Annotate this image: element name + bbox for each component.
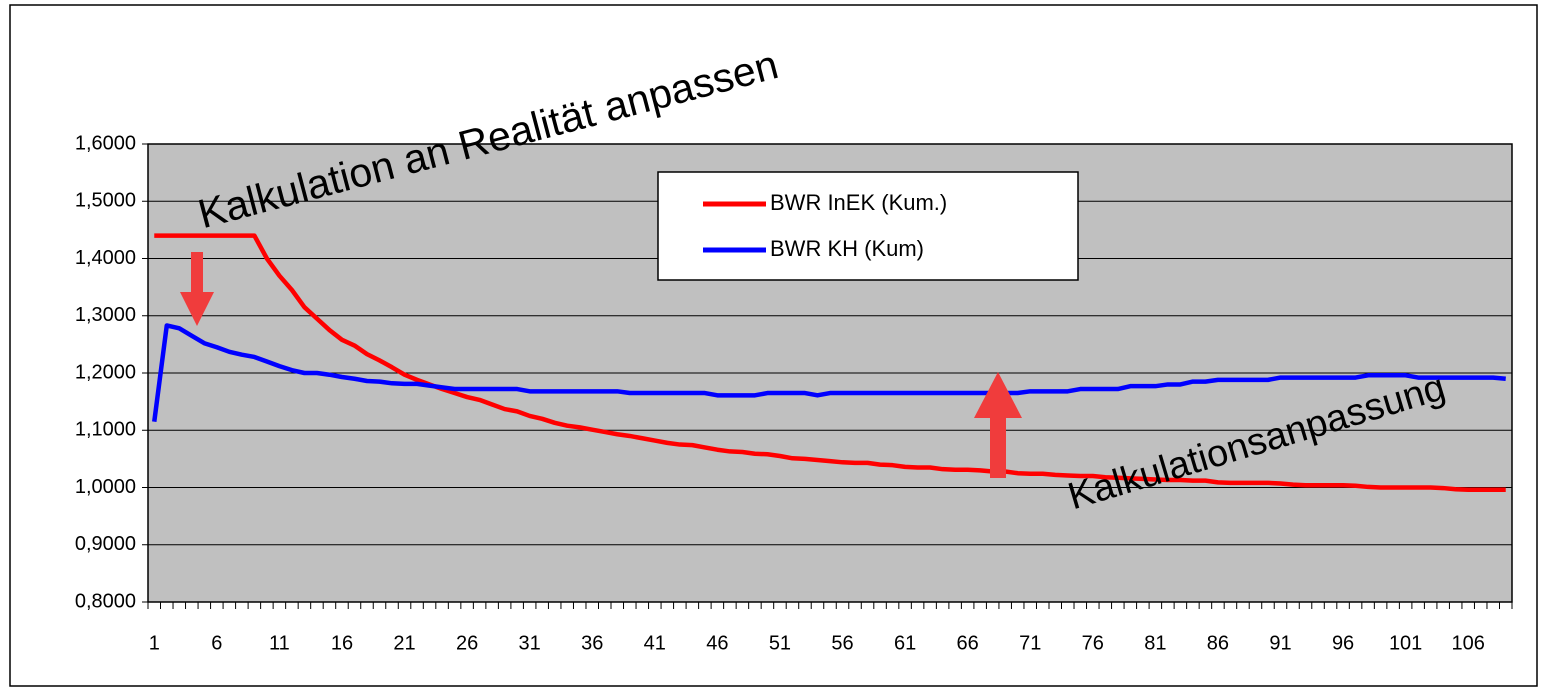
legend: BWR InEK (Kum.) BWR KH (Kum): [657, 171, 1079, 281]
y-tick-label: 0,9000: [75, 533, 136, 555]
y-tick-label: 1,3000: [75, 304, 136, 326]
x-tick-label: 1: [149, 632, 160, 654]
y-tick-label: 1,6000: [75, 132, 136, 154]
x-tick-label: 21: [393, 632, 415, 654]
x-tick-label: 71: [1019, 632, 1041, 654]
x-tick-label: 41: [644, 632, 666, 654]
x-tick-label: 96: [1332, 632, 1354, 654]
x-tick-label: 36: [581, 632, 603, 654]
x-tick-label: 51: [769, 632, 791, 654]
x-tick-label: 91: [1269, 632, 1291, 654]
x-tick-label: 81: [1144, 632, 1166, 654]
y-tick-label: 1,0000: [75, 476, 136, 498]
up-arrow: [974, 372, 1022, 478]
x-tick-label: 26: [456, 632, 478, 654]
series-line: [152, 323, 1506, 422]
x-tick-label: 56: [831, 632, 853, 654]
x-tick-label: 86: [1207, 632, 1229, 654]
grid: 0,8000 0,9000 1,0000 1,1000 1,2000 1,3000 1,40…: [75, 132, 1513, 654]
x-tick-label: 106: [1452, 632, 1485, 654]
series-line: [154, 233, 1506, 493]
y-tick-label: 0,8000: [75, 590, 136, 612]
x-tick-label: 31: [519, 632, 541, 654]
y-tick-label: 1,5000: [75, 190, 136, 212]
legend-label: BWR InEK (Kum.): [770, 190, 947, 215]
x-tick-label: 61: [894, 632, 916, 654]
x-tick-label: 11: [269, 632, 290, 654]
lines: [152, 233, 1506, 493]
down-arrow: [180, 252, 214, 326]
x-tick-label: 46: [706, 632, 728, 654]
x-tick-label: 101: [1389, 632, 1422, 654]
y-tick-label: 1,1000: [75, 419, 136, 441]
legend-box: [657, 171, 1079, 281]
legend-label: BWR KH (Kum): [770, 236, 924, 261]
x-tick-label: 76: [1082, 632, 1104, 654]
y-tick-label: 1,2000: [75, 361, 136, 383]
x-tick-label: 16: [331, 632, 353, 654]
y-tick-label: 1,4000: [75, 247, 136, 269]
x-tick-label: 6: [211, 632, 222, 654]
x-tick-label: 66: [957, 632, 979, 654]
